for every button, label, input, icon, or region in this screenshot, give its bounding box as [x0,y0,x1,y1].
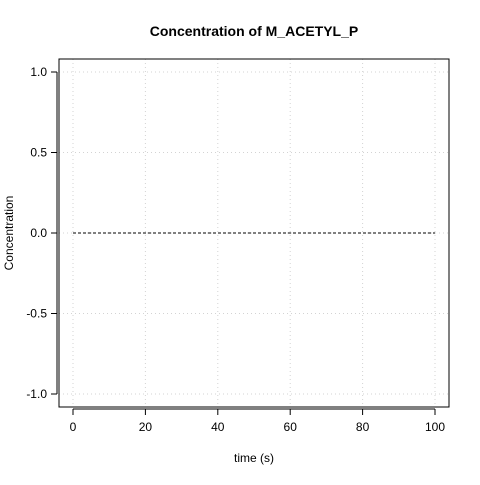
x-tick-label: 40 [211,420,225,434]
x-tick-label: 0 [70,420,77,434]
x-axis-label: time (s) [234,451,274,465]
x-axis: 0 20 40 60 80 100 [70,408,445,434]
x-tick-label: 80 [356,420,370,434]
y-axis-label: Concentration [2,196,16,271]
x-tick-label: 60 [284,420,298,434]
x-tick-label: 20 [139,420,153,434]
y-tick-label: 0.5 [30,146,47,160]
chart-title: Concentration of M_ACETYL_P [150,23,358,39]
y-tick-label: 0.0 [30,226,47,240]
plot-area-border [58,58,450,408]
y-axis: -1.0 -0.5 0.0 0.5 1.0 [26,65,58,401]
y-tick-label: -0.5 [26,307,47,321]
x-tick-label: 100 [425,420,445,434]
y-tick-label: 1.0 [30,65,47,79]
y-tick-label: -1.0 [26,387,47,401]
